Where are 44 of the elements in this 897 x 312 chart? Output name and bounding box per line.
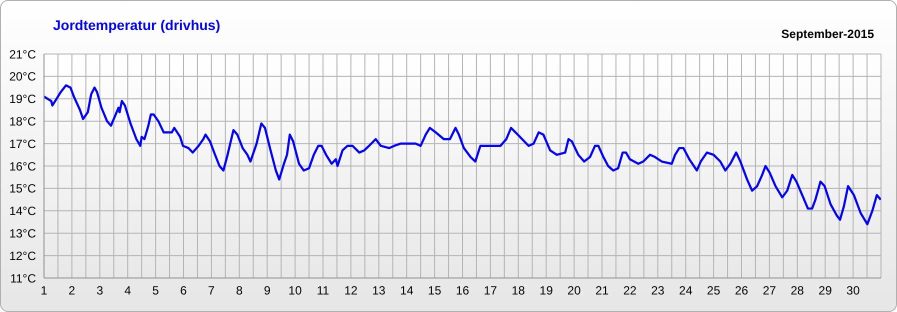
x-tick-label: 14 (400, 284, 414, 298)
x-tick-label: 7 (208, 284, 216, 298)
x-tick-label: 16 (456, 284, 470, 298)
chart-subtitle: September-2015 (781, 27, 874, 41)
y-tick-label: 13°C (9, 226, 36, 240)
y-tick-label: 12°C (9, 248, 36, 263)
x-tick-label: 9 (264, 284, 271, 298)
x-tick-label: 30 (846, 284, 860, 298)
x-tick-label: 22 (623, 284, 637, 298)
x-tick-label: 27 (762, 284, 776, 298)
x-tick-label: 1 (40, 284, 48, 298)
y-tick-label: 15°C (9, 182, 36, 196)
x-tick-label: 15 (428, 284, 442, 298)
x-tick-label: 10 (288, 284, 302, 298)
x-tick-label: 23 (651, 284, 665, 298)
x-tick-label: 26 (734, 284, 748, 298)
x-tick-label: 12 (344, 284, 358, 298)
x-tick-label: 28 (790, 284, 804, 298)
y-tick-label: 16°C (9, 159, 36, 174)
x-tick-label: 11 (316, 284, 330, 298)
x-tick-label: 18 (512, 284, 526, 298)
x-tick-label: 13 (372, 284, 386, 298)
y-tick-label: 14°C (9, 204, 36, 218)
y-tick-label: 17°C (9, 136, 36, 151)
line-series (44, 84, 881, 226)
chart-title: Jordtemperatur (drivhus) (53, 17, 220, 33)
y-tick-label: 18°C (9, 114, 36, 128)
x-tick-label: 29 (818, 284, 832, 298)
x-tick-label: 4 (124, 284, 132, 298)
x-tick-label: 17 (484, 284, 498, 298)
y-tick-label: 19°C (9, 92, 36, 106)
y-tick-label: 11°C (10, 271, 36, 286)
x-tick-label: 20 (567, 284, 582, 298)
y-tick-label: 20°C (9, 70, 36, 84)
x-tick-label: 19 (540, 284, 554, 298)
x-tick-label: 25 (706, 284, 721, 298)
x-tick-label: 24 (679, 284, 693, 298)
x-tick-label: 6 (180, 284, 188, 298)
y-tick-label: 21°C (9, 47, 36, 62)
x-tick-label: 21 (595, 284, 609, 298)
x-tick-label: 2 (68, 284, 76, 298)
x-tick-label: 8 (236, 284, 243, 298)
x-tick-label: 5 (152, 284, 160, 298)
x-tick-label: 3 (96, 284, 104, 298)
